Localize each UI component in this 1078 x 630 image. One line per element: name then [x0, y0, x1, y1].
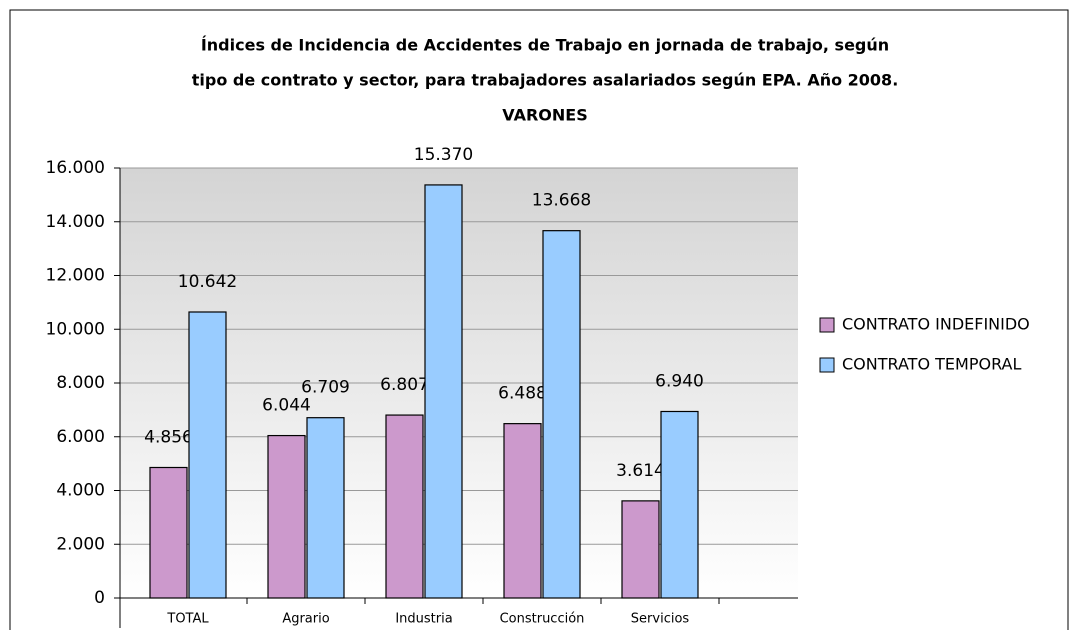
y-tick-label: 8.000 [56, 373, 105, 393]
bar [621, 500, 660, 599]
data-label: 15.370 [414, 145, 473, 165]
legend-label: CONTRATO INDEFINIDO [842, 315, 1030, 334]
bar [306, 417, 345, 599]
x-tick-label: Agrario [282, 612, 329, 627]
bar [149, 466, 188, 599]
y-tick-label: 12.000 [46, 266, 105, 286]
x-tick-label: TOTAL [166, 612, 209, 627]
chart-title: VARONES [502, 106, 587, 125]
x-tick-label: Servicios [631, 612, 690, 627]
y-tick-label: 10.000 [46, 319, 105, 339]
data-label: 6.940 [655, 371, 704, 391]
bar [385, 414, 424, 599]
x-tick-label: Industria [395, 612, 452, 627]
bar [542, 230, 581, 599]
data-label: 6.488 [498, 384, 547, 404]
legend-label: CONTRATO TEMPORAL [842, 355, 1021, 374]
bar [503, 423, 542, 599]
data-label: 13.668 [532, 191, 591, 211]
bar [267, 434, 306, 599]
data-label: 6.044 [262, 396, 311, 416]
y-tick-label: 6.000 [56, 427, 105, 447]
y-tick-label: 0 [94, 588, 105, 608]
bar [660, 410, 699, 599]
bar [424, 184, 463, 599]
chart-title: tipo de contrato y sector, para trabajad… [192, 71, 899, 90]
x-tick-label: Construcción [500, 612, 585, 627]
data-label: 4.856 [144, 427, 193, 447]
legend-swatch [819, 357, 835, 373]
y-tick-label: 16.000 [46, 158, 105, 178]
data-label: 3.614 [616, 461, 665, 481]
y-tick-label: 4.000 [56, 481, 105, 501]
data-label: 6.709 [301, 378, 350, 398]
chart-title: Índices de Incidencia de Accidentes de T… [201, 36, 889, 55]
data-label: 10.642 [178, 272, 237, 292]
y-tick-label: 2.000 [56, 534, 105, 554]
bar [188, 311, 227, 599]
y-tick-label: 14.000 [46, 212, 105, 232]
data-label: 6.807 [380, 375, 429, 395]
legend-swatch [819, 317, 835, 333]
